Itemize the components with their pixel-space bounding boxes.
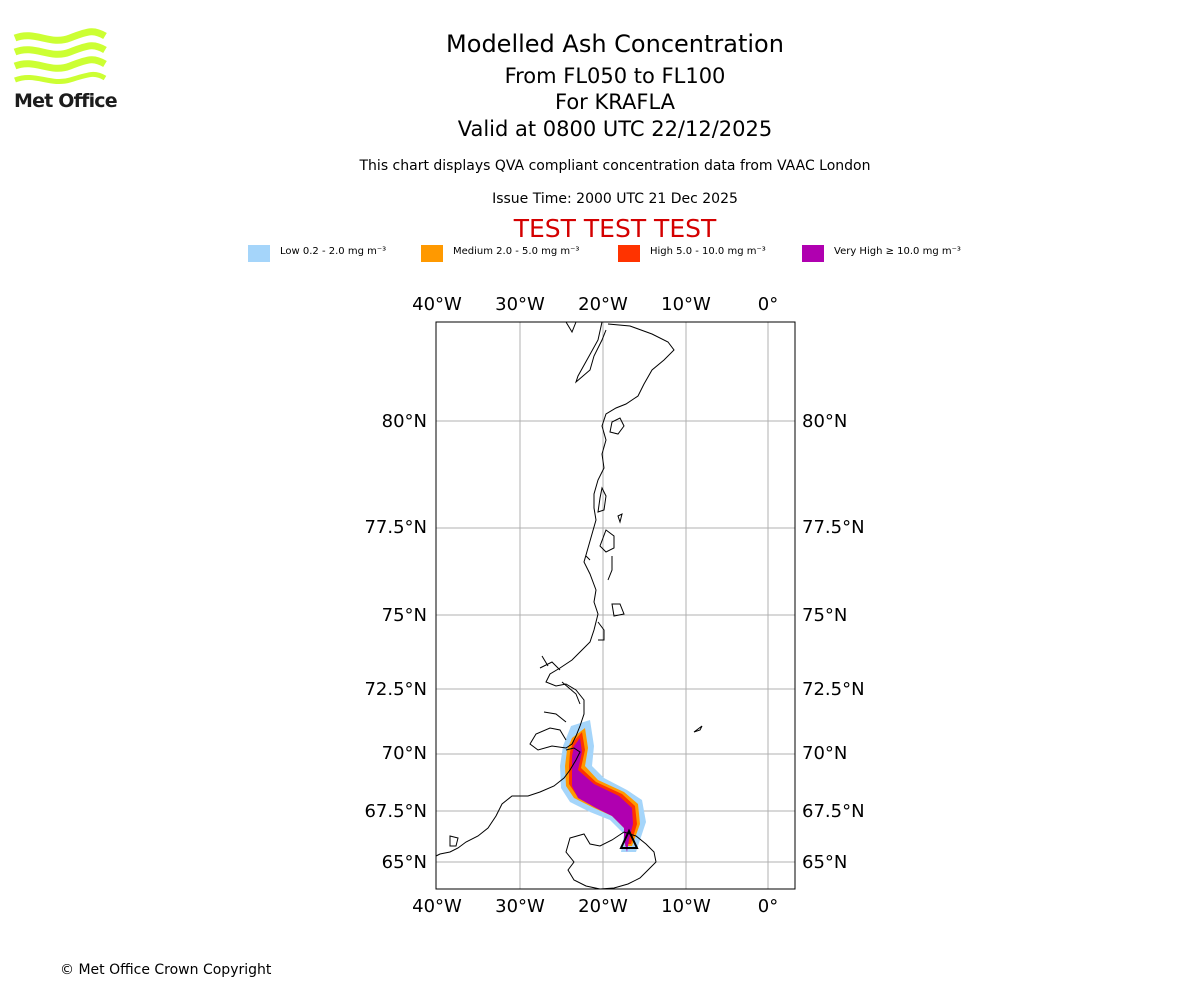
chart-title: Modelled Ash Concentration bbox=[446, 30, 784, 58]
lon-label-bottom: 40°W bbox=[412, 896, 462, 917]
legend-swatch-low bbox=[248, 245, 270, 262]
lat-label-right: 65°N bbox=[802, 852, 847, 873]
lon-label-bottom: 10°W bbox=[661, 896, 711, 917]
map-frame bbox=[435, 321, 796, 890]
legend-swatch-medium bbox=[421, 245, 443, 262]
lat-label-left: 72.5°N bbox=[364, 679, 427, 700]
logo-text: Met Office bbox=[14, 90, 118, 112]
test-banner: TEST TEST TEST bbox=[513, 214, 717, 243]
flight-level-subtitle: From FL050 to FL100 bbox=[504, 64, 726, 88]
legend-label-high: High 5.0 - 10.0 mg m⁻³ bbox=[650, 246, 766, 257]
lat-label-left: 70°N bbox=[382, 743, 427, 764]
lat-label-right: 75°N bbox=[802, 605, 847, 626]
legend-swatch-very-high bbox=[802, 245, 824, 262]
legend-label-medium: Medium 2.0 - 5.0 mg m⁻³ bbox=[453, 246, 580, 257]
legend-swatch-high bbox=[618, 245, 640, 262]
volcano-subtitle: For KRAFLA bbox=[555, 90, 675, 114]
lat-label-left: 65°N bbox=[382, 852, 427, 873]
ash-plume-very-high bbox=[572, 738, 633, 852]
lon-label-top: 0° bbox=[758, 294, 778, 315]
qva-description: This chart displays QVA compliant concen… bbox=[359, 158, 871, 174]
coastlines bbox=[435, 321, 703, 890]
lat-label-left: 80°N bbox=[382, 411, 427, 432]
lat-label-right: 67.5°N bbox=[802, 801, 865, 822]
lat-label-right: 80°N bbox=[802, 411, 847, 432]
lon-label-bottom: 0° bbox=[758, 896, 778, 917]
lon-label-top: 10°W bbox=[661, 294, 711, 315]
lat-label-right: 70°N bbox=[802, 743, 847, 764]
lat-label-left: 75°N bbox=[382, 605, 427, 626]
legend: Low 0.2 - 2.0 mg m⁻³ Medium 2.0 - 5.0 mg… bbox=[248, 244, 1008, 264]
valid-time-subtitle: Valid at 0800 UTC 22/12/2025 bbox=[457, 117, 773, 141]
met-office-logo-icon bbox=[13, 28, 107, 84]
legend-label-very-high: Very High ≥ 10.0 mg m⁻³ bbox=[834, 246, 961, 257]
legend-label-low: Low 0.2 - 2.0 mg m⁻³ bbox=[280, 246, 387, 257]
issue-time: Issue Time: 2000 UTC 21 Dec 2025 bbox=[492, 191, 738, 207]
lon-label-top: 20°W bbox=[578, 294, 628, 315]
lon-label-top: 30°W bbox=[495, 294, 545, 315]
volcano-triangle-icon bbox=[619, 828, 639, 849]
lon-label-top: 40°W bbox=[412, 294, 462, 315]
lon-label-bottom: 30°W bbox=[495, 896, 545, 917]
lat-label-right: 72.5°N bbox=[802, 679, 865, 700]
lat-label-right: 77.5°N bbox=[802, 517, 865, 538]
lat-label-left: 67.5°N bbox=[364, 801, 427, 822]
map-gridlines bbox=[436, 322, 795, 889]
lon-label-bottom: 20°W bbox=[578, 896, 628, 917]
ash-plume bbox=[560, 720, 646, 852]
lat-label-left: 77.5°N bbox=[364, 517, 427, 538]
copyright-footer: © Met Office Crown Copyright bbox=[60, 962, 272, 978]
